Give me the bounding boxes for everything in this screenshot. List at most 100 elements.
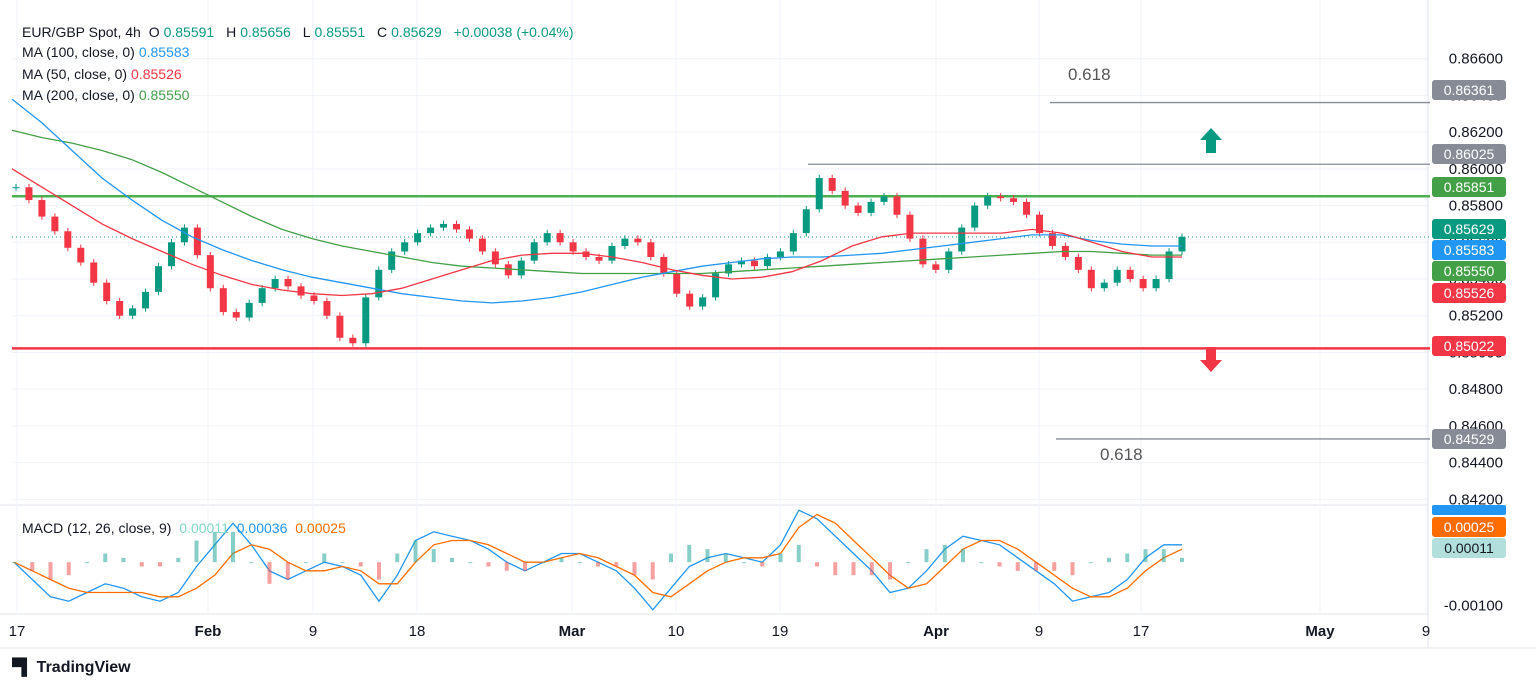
macd-histogram-bar: [504, 562, 509, 571]
macd-histogram-bar: [249, 562, 254, 564]
time-tick-label: 10: [668, 623, 685, 640]
tradingview-brand[interactable]: ▀▌ TradingView: [12, 659, 131, 676]
candle-body: [478, 238, 486, 252]
macd-histogram-bar: [1088, 562, 1093, 564]
candle-body: [414, 233, 422, 243]
candle-body: [517, 260, 525, 276]
macd-histogram-bar: [796, 544, 801, 563]
candle-body: [193, 227, 201, 256]
macd-histogram-bar: [395, 553, 400, 563]
candle-body: [388, 251, 396, 270]
direction-arrows: [1200, 128, 1222, 372]
ma200-legend[interactable]: MA (200, close, 0) 0.85550: [22, 87, 190, 103]
candle-body: [828, 178, 836, 191]
macd-histogram-bar: [888, 562, 892, 580]
candle-body: [1178, 236, 1186, 252]
candle-body: [284, 279, 292, 287]
ma100-line: [11, 98, 1182, 304]
time-axis[interactable]: 17 Feb 9 18 Mar 10 19 Apr 9 17 May 9: [9, 623, 1431, 640]
macd-histogram-bar: [413, 540, 418, 563]
macd-histogram-bar: [742, 562, 746, 564]
ma50-line: [11, 168, 1182, 297]
macd-signal-tag: 0.00025: [1432, 517, 1506, 537]
macd-legend[interactable]: MACD (12, 26, close, 9) 0.00011 0.00036 …: [22, 520, 346, 536]
macd-histogram-bar: [340, 562, 345, 564]
time-tick-label: 9: [1422, 623, 1430, 640]
candle-body: [634, 238, 642, 243]
macd-histogram-bar: [778, 553, 783, 563]
candle-body: [258, 288, 266, 303]
fib-lower-tag: 0.84529: [1432, 429, 1506, 449]
time-tick-label: Apr: [923, 623, 949, 640]
candle-body: [569, 242, 577, 252]
macd-histogram-bar: [358, 562, 363, 567]
macd-histogram-bar: [1125, 553, 1130, 563]
candle-body: [750, 260, 758, 267]
candle-body: [427, 227, 435, 234]
macd-histogram-bar: [559, 557, 564, 563]
ma50-legend[interactable]: MA (50, close, 0) 0.85526: [22, 66, 182, 82]
candle-body: [971, 205, 979, 228]
candle-body: [129, 308, 137, 316]
macd-histogram-bar: [596, 562, 600, 567]
candle-body: [25, 187, 33, 201]
macd-tick-label: -0.00100: [1444, 598, 1503, 615]
macd-histogram-bar: [85, 562, 89, 564]
fib-lower-label: 0.618: [1100, 445, 1143, 464]
fib-upper-label: 0.618: [1068, 65, 1111, 84]
price-candles: [12, 174, 1186, 347]
candle-body: [867, 201, 875, 213]
candle-body: [440, 223, 448, 228]
macd-line-tag: [1432, 505, 1506, 515]
candle-body: [452, 223, 460, 230]
macd-histogram-bar: [632, 562, 637, 576]
candle-body: [297, 286, 305, 296]
candle-body: [647, 242, 655, 257]
candle-body: [660, 256, 668, 274]
time-tick-label: 19: [772, 623, 789, 640]
macd-histogram-bar: [231, 531, 235, 563]
macd-histogram-bar: [176, 557, 181, 563]
macd-histogram-bar: [906, 562, 911, 564]
macd-histogram-bar: [614, 562, 619, 567]
macd-histogram-bar: [212, 531, 217, 563]
chart-grid: [0, 0, 1536, 649]
candle-body: [1023, 201, 1031, 215]
macd-histogram-bar: [541, 562, 546, 564]
macd-histogram-bar: [377, 562, 381, 580]
fib-upper-tag: 0.86361: [1432, 80, 1506, 100]
time-tick-label: 9: [1035, 623, 1043, 640]
candle-body: [12, 187, 20, 189]
candle-body: [906, 214, 914, 239]
macd-histogram-bar: [1052, 562, 1057, 571]
candle-body: [1048, 233, 1056, 246]
candle-body: [763, 256, 771, 267]
ma100-legend[interactable]: MA (100, close, 0) 0.85583: [22, 44, 190, 60]
macd-signal-line: [13, 513, 1183, 598]
price-tick-label: 0.86600: [1449, 51, 1503, 68]
macd-histogram-bar: [158, 562, 162, 567]
resistance-tag: 0.85851: [1432, 177, 1506, 197]
candle-body: [854, 205, 862, 213]
macd-histogram-bar: [194, 540, 199, 563]
macd-histogram-bar: [121, 557, 126, 563]
ma200-line: [11, 129, 1182, 275]
macd-histogram-bar: [1015, 562, 1020, 571]
candle-body: [1152, 279, 1160, 289]
candle-body: [712, 273, 720, 298]
macd-histogram-bar: [815, 562, 819, 567]
resistance-high-tag: 0.86025: [1432, 144, 1506, 164]
candle-body: [271, 279, 279, 289]
candle-body: [1126, 269, 1134, 280]
macd-histogram-bar: [304, 562, 308, 564]
macd-histogram-bar: [833, 562, 838, 576]
symbol-title[interactable]: EUR/GBP Spot, 4h: [22, 24, 141, 40]
macd-histogram-bar: [942, 544, 947, 563]
price-tick-label: 0.86000: [1449, 161, 1503, 178]
candle-body: [893, 196, 901, 215]
candle-body: [142, 291, 150, 309]
candle-body: [375, 269, 383, 298]
macd-histogram-bar: [285, 562, 290, 580]
candle-body: [1165, 251, 1173, 280]
